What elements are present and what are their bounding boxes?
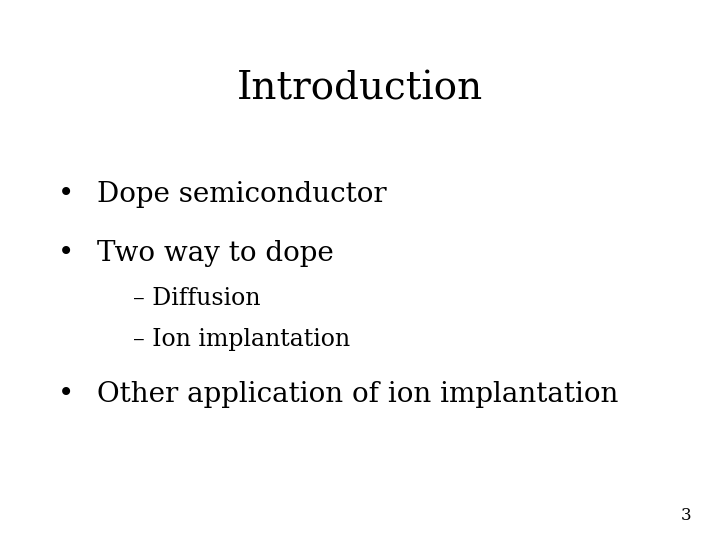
Text: Dope semiconductor: Dope semiconductor [97,181,387,208]
Text: •: • [58,240,74,267]
Text: •: • [58,381,74,408]
Text: Other application of ion implantation: Other application of ion implantation [97,381,618,408]
Text: – Diffusion: – Diffusion [133,287,261,310]
Text: Two way to dope: Two way to dope [97,240,334,267]
Text: 3: 3 [680,507,691,524]
Text: Introduction: Introduction [237,70,483,107]
Text: •: • [58,181,74,208]
Text: – Ion implantation: – Ion implantation [133,328,351,351]
